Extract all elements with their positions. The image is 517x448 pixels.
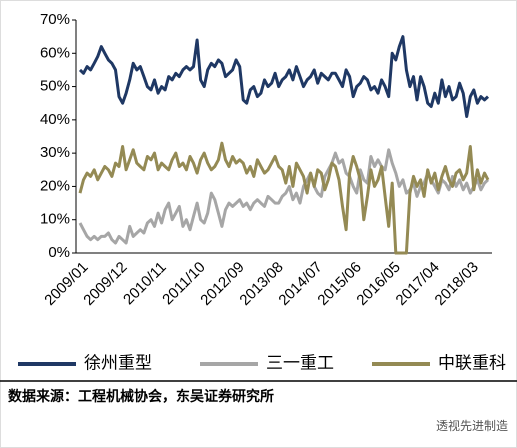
series-line [78, 141, 490, 255]
y-tick-label: 50% [40, 78, 70, 95]
legend-label: 中联重科 [438, 353, 506, 372]
legend-label: 三一重工 [266, 353, 334, 372]
watermark: 透视先进制造 [436, 418, 508, 433]
y-tick-label: 0% [48, 244, 70, 261]
y-tick-label: 40% [40, 111, 70, 128]
x-tick-label: 2018/03 [432, 259, 482, 309]
source-note: 数据来源：工程机械协会，东吴证券研究所 [8, 388, 274, 405]
y-tick-label: 10% [40, 211, 70, 228]
legend-label: 徐州重型 [84, 353, 152, 372]
y-tick-label: 70% [40, 11, 70, 28]
x-tick-label: 2010/11 [120, 259, 170, 309]
x-tick-label: 2009/12 [80, 259, 130, 309]
series-line [78, 35, 490, 118]
y-tick-label: 60% [40, 44, 70, 61]
series-line [78, 148, 490, 245]
y-tick-label: 20% [40, 177, 70, 194]
y-tick-label: 30% [40, 144, 70, 161]
